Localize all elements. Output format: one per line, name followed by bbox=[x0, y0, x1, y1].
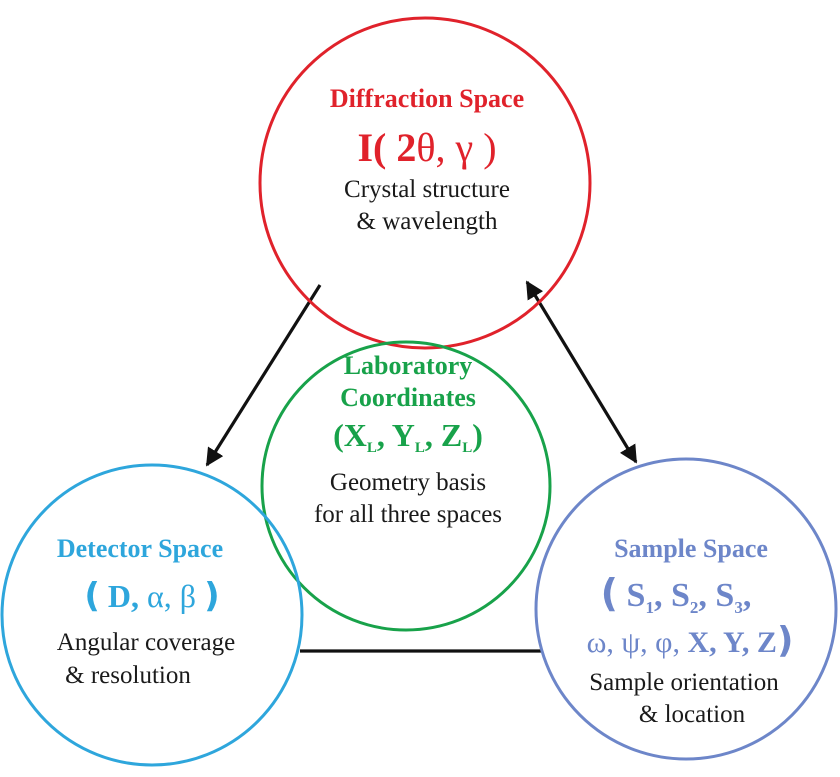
laboratory-title-line1: Laboratory bbox=[344, 351, 473, 380]
laboratory-formula: (XL, YL, ZL) bbox=[333, 417, 483, 456]
arrow-diffraction-to-detector bbox=[205, 284, 322, 467]
detector-space-title: Detector Space bbox=[57, 534, 223, 563]
diffraction-space-title: Diffraction Space bbox=[330, 84, 524, 113]
sample-formula-line1: ( S1, S2, S3, bbox=[601, 571, 752, 617]
diffraction-formula: I( 2θ, γ ) bbox=[357, 125, 496, 170]
sample-space-circle bbox=[534, 457, 838, 761]
laboratory-description-line2: for all three spaces bbox=[314, 501, 502, 528]
sample-formula-line2: ω, ψ, φ, X, Y, Z) bbox=[587, 620, 794, 661]
sample-description-line1: Sample orientation bbox=[589, 669, 779, 696]
laboratory-description-line1: Geometry basis bbox=[330, 469, 486, 496]
detector-formula: ( D, α, β ) bbox=[84, 576, 219, 616]
detector-description-line1: Angular coverage bbox=[57, 629, 235, 656]
detector-description-line2: & resolution bbox=[65, 662, 191, 689]
laboratory-coordinates-circle bbox=[260, 340, 552, 632]
diffraction-space-circle bbox=[258, 16, 592, 350]
arrow-diffraction-sample-bidirectional bbox=[525, 280, 638, 464]
diffraction-description-line2: & wavelength bbox=[357, 208, 498, 235]
laboratory-title-line2: Coordinates bbox=[340, 383, 476, 412]
sample-description-line2: & location bbox=[639, 701, 746, 728]
diffraction-description-line1: Crystal structure bbox=[344, 176, 510, 203]
detector-space-circle bbox=[0, 463, 304, 767]
sample-space-title: Sample Space bbox=[614, 534, 768, 563]
